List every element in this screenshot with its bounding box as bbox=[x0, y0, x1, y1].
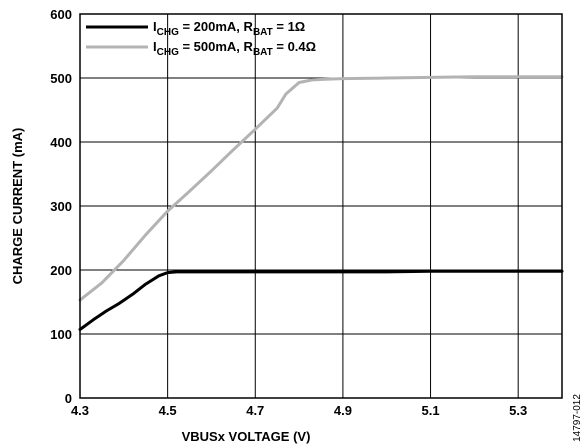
y-tick-labels: 0 100 200 300 400 500 600 bbox=[50, 7, 72, 406]
legend-series-2-part-3: = 0.4Ω bbox=[273, 39, 316, 54]
y-tick-label: 400 bbox=[50, 135, 72, 150]
series-line-1 bbox=[78, 269, 564, 331]
x-axis-title: VBUSx VOLTAGE (V) bbox=[182, 429, 311, 444]
legend-series-1-part-2: = 200mA, R bbox=[179, 19, 254, 34]
legend-entry-series-1: ICHG = 200mA, RBAT = 1Ω bbox=[86, 19, 305, 38]
legend-series-2-part-2: = 500mA, R bbox=[179, 39, 254, 54]
grid-lines bbox=[79, 13, 562, 399]
y-tick-label: 100 bbox=[50, 327, 72, 342]
legend-series-1-part-3: = 1Ω bbox=[273, 19, 305, 34]
x-tick-label: 4.5 bbox=[159, 403, 177, 418]
legend-series-1-part-1: I bbox=[153, 19, 157, 34]
legend-entry-series-2: ICHG = 500mA, RBAT = 0.4Ω bbox=[86, 39, 316, 58]
legend-label-series-1: ICHG = 200mA, RBAT = 1Ω bbox=[153, 19, 305, 38]
legend-series-1-sub-1: CHG bbox=[157, 27, 179, 38]
x-tick-label: 4.7 bbox=[246, 403, 264, 418]
legend-series-2-sub-1: CHG bbox=[157, 47, 179, 58]
legend-label-series-2: ICHG = 500mA, RBAT = 0.4Ω bbox=[153, 39, 316, 58]
figure-id: 14797-012 bbox=[572, 394, 583, 442]
x-tick-label: 5.3 bbox=[509, 403, 527, 418]
y-tick-label: 0 bbox=[65, 391, 72, 406]
x-tick-labels: 4.3 4.5 4.7 4.9 5.1 5.3 bbox=[71, 403, 527, 418]
plot-frame bbox=[79, 13, 563, 399]
y-tick-label: 200 bbox=[50, 263, 72, 278]
x-tick-label: 4.9 bbox=[334, 403, 352, 418]
y-axis-title: CHARGE CURRENT (mA) bbox=[10, 128, 25, 285]
legend-series-1-sub-2: BAT bbox=[253, 27, 273, 38]
legend: ICHG = 200mA, RBAT = 1Ω ICHG = 500mA, RB… bbox=[86, 19, 316, 58]
series-line-2 bbox=[78, 75, 564, 302]
y-tick-label: 600 bbox=[50, 7, 72, 22]
legend-series-2-part-1: I bbox=[153, 39, 157, 54]
series-layer bbox=[78, 75, 564, 331]
legend-series-2-sub-2: BAT bbox=[253, 47, 273, 58]
x-tick-label: 5.1 bbox=[422, 403, 440, 418]
y-tick-label: 500 bbox=[50, 71, 72, 86]
x-tick-label: 4.3 bbox=[71, 403, 89, 418]
y-tick-label: 300 bbox=[50, 199, 72, 214]
